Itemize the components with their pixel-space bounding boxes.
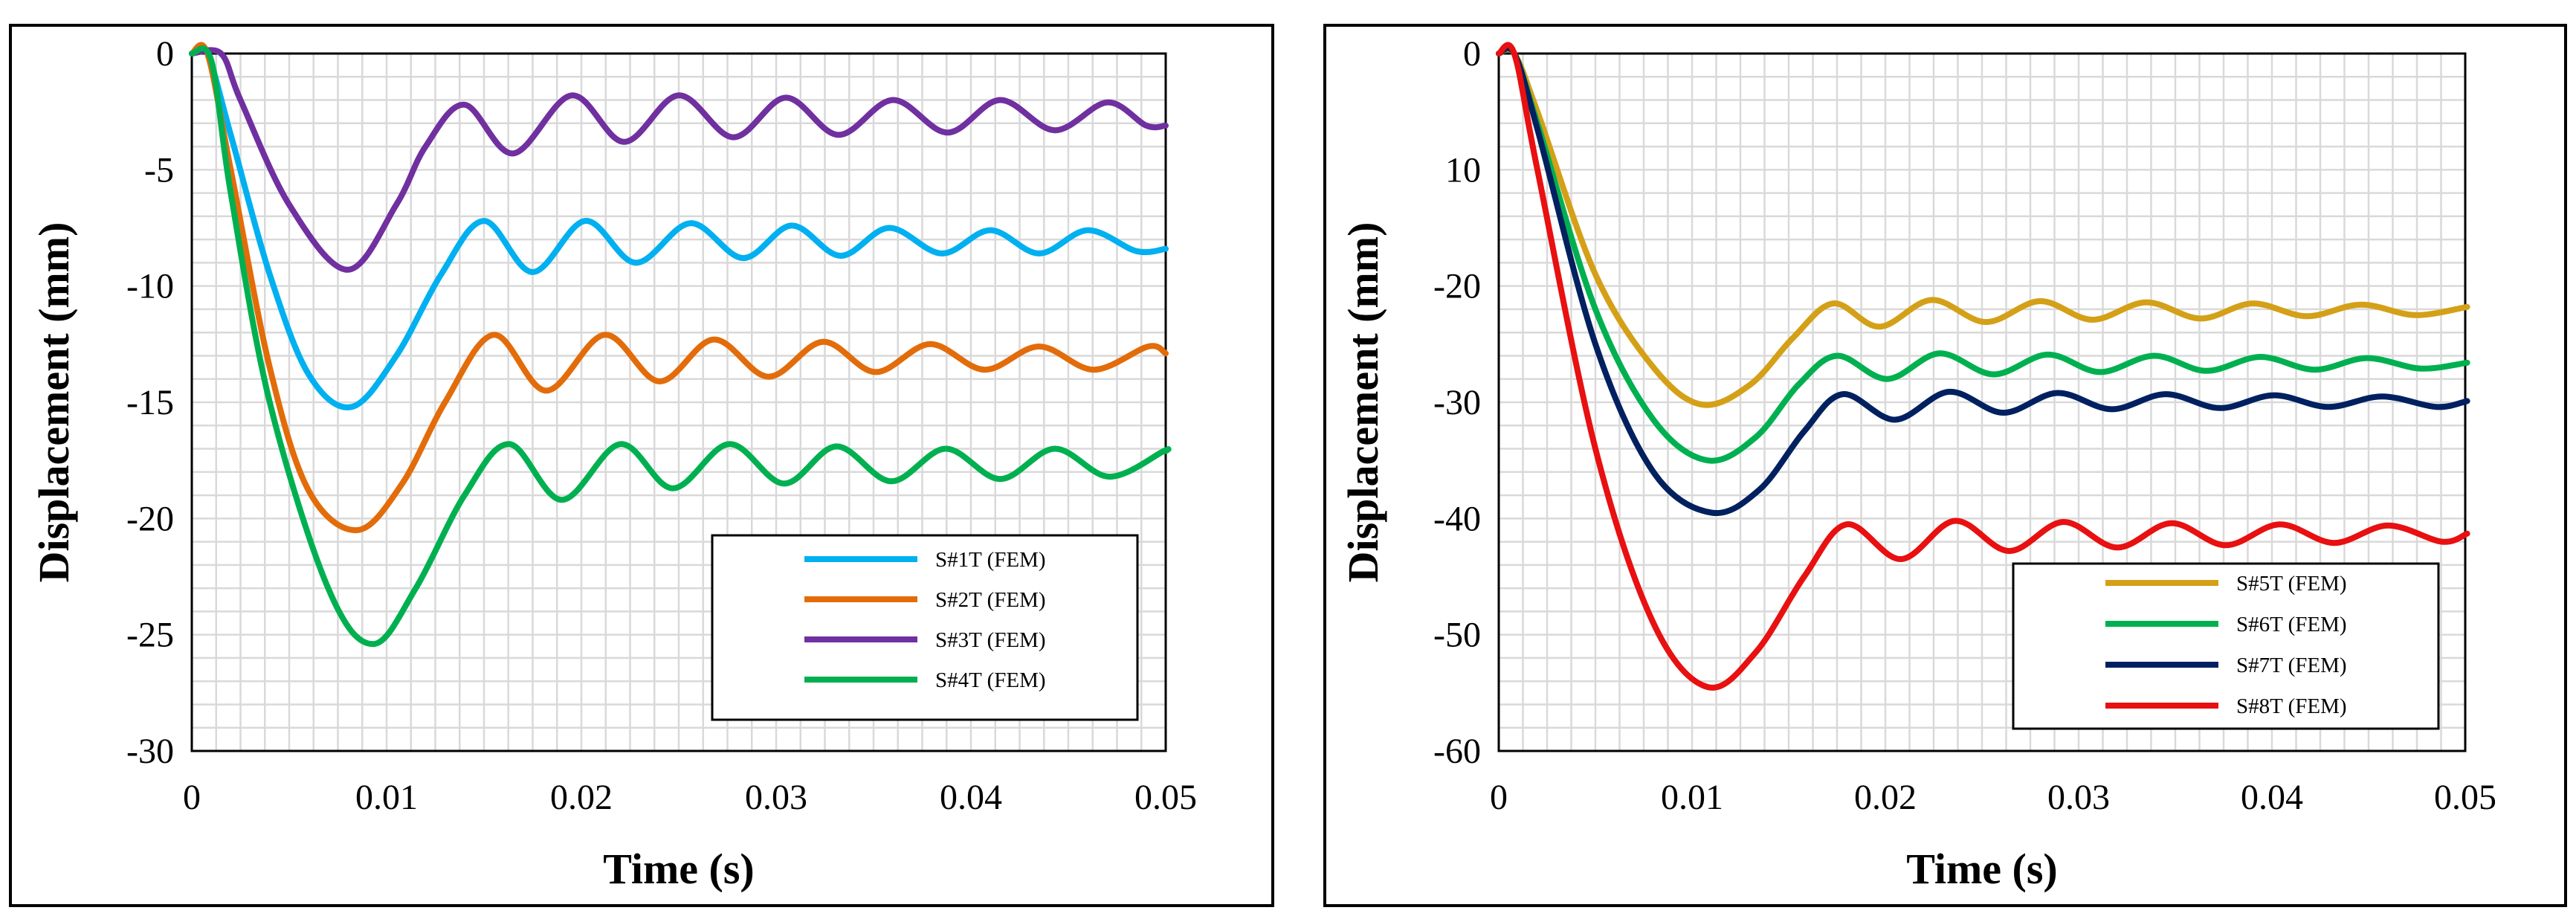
legend-label: S#1T (FEM)	[935, 548, 1046, 572]
x-tick-label: 0.05	[2434, 778, 2496, 817]
x-tick-label: 0.04	[940, 778, 1002, 817]
x-tick-label: 0.04	[2241, 778, 2303, 817]
chart-panel-left: 0 -5 -10 -15 -20 -25 -30 0 0.01 0.02 0.03 0.04 0.05…	[9, 24, 1274, 907]
y-tick-label: -25	[126, 616, 174, 655]
legend-entries-left: S#1T (FEM) S#2T (FEM) S#3T (FEM) S#4T (FEM)	[804, 548, 1046, 692]
x-axis-label-right: Time (s)	[1906, 845, 2058, 893]
legend-right: S#5T (FEM) S#6T (FEM) S#7T (FEM) S#8T (FEM)	[2012, 562, 2440, 730]
series-line-s8t	[1496, 42, 2470, 691]
series-lines-right	[1496, 42, 2470, 691]
series-line-s2t	[189, 42, 1169, 534]
y-tick-label: -15	[126, 383, 174, 422]
x-axis-label-left: Time (s)	[603, 845, 755, 893]
x-tick-label: 0.05	[1134, 778, 1197, 817]
y-axis-label-right: Displacement (mm)	[1339, 222, 1387, 583]
x-tick-label: 0	[1490, 778, 1508, 817]
x-tick-label: 0.01	[1661, 778, 1723, 817]
panel-border-left	[9, 24, 1274, 907]
x-tick-label: 0.01	[355, 778, 418, 817]
x-tick-label: 0.03	[745, 778, 807, 817]
legend-label: S#6T (FEM)	[2236, 613, 2347, 636]
legend-label: S#7T (FEM)	[2236, 654, 2347, 677]
y-tick-label: 0	[156, 34, 174, 74]
legend-left: S#1T (FEM) S#2T (FEM) S#3T (FEM) S#4T (FEM)	[711, 534, 1139, 721]
y-tick-label: -30	[1433, 383, 1481, 422]
y-tick-label: 0	[1463, 34, 1481, 74]
plot-area-left	[190, 52, 1167, 752]
legend-label: S#5T (FEM)	[2236, 572, 2347, 596]
x-tick-label: 0.02	[1854, 778, 1917, 817]
y-tick-label: -60	[1433, 732, 1481, 771]
y-tick-label: -50	[1433, 616, 1481, 655]
x-tick-labels-left: 0 0.01 0.02 0.03 0.04 0.05	[183, 778, 1197, 817]
x-tick-label: 0.03	[2047, 778, 2110, 817]
series-line-s6t	[1496, 45, 2470, 464]
series-line-s3t	[189, 47, 1169, 273]
y-tick-label: -30	[126, 732, 174, 771]
series-line-s1t	[189, 45, 1169, 410]
x-tick-label: 0	[183, 778, 201, 817]
chart-panel-right: 0 10 -20 -30 -40 -50 -60 0 0.01 0.02 0.03 0.04 0.05…	[1323, 24, 2567, 907]
y-tick-labels-left: 0 -5 -10 -15 -20 -25 -30	[126, 34, 174, 771]
panel-border-right	[1323, 24, 2567, 907]
y-tick-label: -10	[126, 267, 174, 306]
legend-box-left	[711, 534, 1139, 721]
y-tick-label: -40	[1433, 499, 1481, 538]
x-tick-label: 0.02	[550, 778, 613, 817]
legend-label: S#4T (FEM)	[935, 668, 1046, 692]
series-lines-left	[189, 42, 1172, 648]
series-line-s5t	[1496, 46, 2470, 408]
legend-label: S#3T (FEM)	[935, 628, 1046, 652]
series-line-s7t	[1496, 45, 2470, 517]
legend-label: S#8T (FEM)	[2236, 694, 2347, 718]
y-tick-label: -20	[1433, 267, 1481, 306]
legend-box-right	[2012, 562, 2440, 730]
y-axis-label-left: Displacement (mm)	[30, 222, 78, 583]
y-tick-labels-right: 0 10 -20 -30 -40 -50 -60	[1433, 34, 1481, 771]
y-tick-label: 10	[1445, 150, 1481, 190]
series-line-s4t	[189, 45, 1172, 648]
legend-entries-right: S#5T (FEM) S#6T (FEM) S#7T (FEM) S#8T (FEM)	[2105, 572, 2347, 718]
y-tick-label: -5	[144, 150, 174, 190]
x-tick-labels-right: 0 0.01 0.02 0.03 0.04 0.05	[1490, 778, 2496, 817]
legend-label: S#2T (FEM)	[935, 588, 1046, 612]
y-tick-label: -20	[126, 499, 174, 538]
